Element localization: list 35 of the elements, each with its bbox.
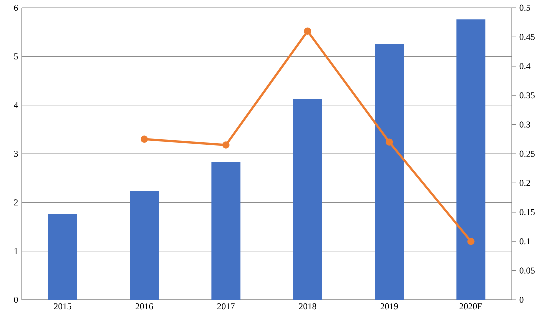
x-tick-label: 2017 bbox=[218, 304, 235, 310]
bar bbox=[293, 99, 322, 300]
y2-tick-label: 0.05 bbox=[520, 268, 535, 274]
x-tick-label: 2018 bbox=[299, 304, 316, 310]
y2-tick-label: 0.2 bbox=[520, 180, 530, 186]
y2-tick-label: 0 bbox=[520, 296, 524, 304]
x-tick-label: 2020E bbox=[460, 304, 482, 310]
point bbox=[304, 28, 312, 35]
point bbox=[140, 136, 148, 143]
y2-tick-label: 0.35 bbox=[520, 92, 535, 99]
point bbox=[468, 238, 475, 246]
y2-tick-label: 0.4 bbox=[520, 63, 531, 70]
y2-tick-label: 0.1 bbox=[520, 238, 530, 245]
y2-tick-label: 0.5 bbox=[520, 4, 530, 12]
bar bbox=[48, 214, 78, 300]
y-tick-label: 6 bbox=[14, 4, 18, 12]
point bbox=[222, 142, 230, 149]
y-tick-label: 4 bbox=[14, 102, 18, 108]
bar bbox=[212, 162, 241, 300]
y2-tick-label: 0.25 bbox=[520, 150, 535, 158]
point bbox=[386, 138, 394, 146]
x-tick-label: 2019 bbox=[380, 304, 398, 310]
y2-tick-label: 0.45 bbox=[520, 34, 535, 40]
x-tick-label: 2016 bbox=[136, 304, 154, 310]
y2-tick-label: 0.3 bbox=[520, 122, 530, 128]
bar bbox=[456, 20, 486, 300]
y-tick-label: 5 bbox=[14, 54, 18, 60]
x-tick-label: 2015 bbox=[54, 304, 72, 310]
y2-tick-label: 0.15 bbox=[520, 209, 535, 216]
bar bbox=[130, 190, 159, 300]
y-tick-label: 3 bbox=[14, 150, 18, 158]
y-tick-label: 2 bbox=[14, 200, 18, 206]
bar bbox=[375, 44, 404, 300]
y-tick-label: 1 bbox=[14, 248, 18, 254]
y-tick-label: 0 bbox=[14, 296, 18, 304]
